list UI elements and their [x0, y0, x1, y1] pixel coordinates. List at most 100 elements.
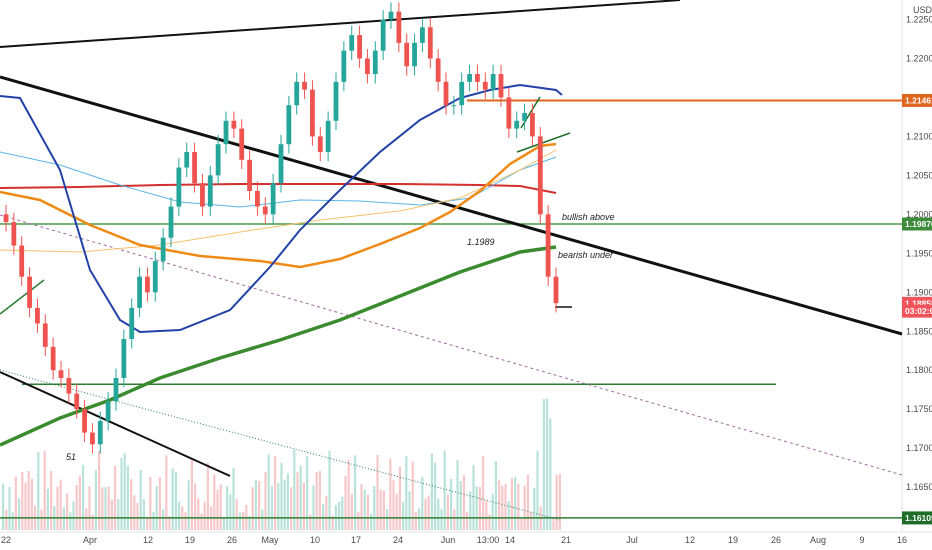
price-tag: [902, 217, 932, 231]
volume-bar: [450, 479, 453, 530]
candle-body: [255, 190, 260, 207]
volume-bar: [542, 399, 545, 530]
y-tick-label: 1.22000: [906, 53, 932, 63]
volume-bar: [18, 498, 21, 530]
volume-bar: [178, 501, 181, 530]
y-tick-label: 1.16500: [906, 482, 932, 492]
annotation-text: 51: [66, 452, 76, 462]
volume-bar: [290, 487, 293, 530]
annotation-text: 1.1989: [467, 237, 495, 247]
volume-bar: [104, 487, 107, 530]
volume-bar: [264, 471, 267, 530]
candle-body: [192, 151, 197, 184]
volume-bar: [501, 485, 504, 530]
x-tick-label: 26: [771, 535, 781, 545]
volume-bar: [520, 517, 523, 530]
volume-bar: [270, 485, 273, 530]
x-tick-label: 19: [185, 535, 195, 545]
y-tick-label: 1.19000: [906, 287, 932, 297]
volume-bar: [43, 451, 46, 530]
candle-body: [231, 120, 237, 129]
volume-bar: [507, 501, 510, 530]
volume-bar: [405, 455, 408, 530]
trendline-lower: [0, 371, 231, 477]
volume-bar: [402, 501, 405, 530]
candle-body: [514, 120, 520, 129]
volume-bar: [146, 517, 149, 530]
candle-body: [545, 214, 551, 277]
volume-bar: [354, 455, 357, 530]
volume-bar: [389, 458, 392, 530]
volume-bar: [75, 485, 78, 530]
volume-bar: [376, 454, 379, 530]
volume-bar: [229, 494, 232, 530]
volume-bar: [200, 513, 203, 530]
y-tick-label: 1.17500: [906, 404, 932, 414]
volume-bar: [411, 461, 414, 530]
candle-body: [412, 42, 417, 67]
volume-bar: [98, 451, 101, 530]
volume-bar: [517, 483, 520, 530]
candle-body: [160, 237, 166, 262]
candle-body: [145, 276, 150, 293]
volume-bar: [78, 475, 81, 530]
volume-bar: [395, 493, 398, 530]
volume-bar: [328, 450, 331, 530]
volume-bar: [341, 496, 344, 530]
candle-body: [176, 167, 182, 207]
candle-body: [310, 89, 315, 137]
volume-bar: [72, 501, 75, 530]
candle-body: [278, 144, 284, 184]
volume-bar: [40, 509, 43, 530]
volume-bar: [482, 455, 485, 530]
volume-bar: [14, 476, 17, 530]
volume-bar: [142, 499, 145, 530]
volume-bar: [184, 512, 187, 530]
volume-bar: [398, 466, 401, 530]
candle-body: [380, 19, 386, 51]
volume-bar: [306, 456, 309, 530]
candle-body: [121, 339, 127, 379]
volume-bar: [286, 473, 289, 530]
volume-bar: [213, 474, 216, 530]
volume-bar: [453, 509, 456, 530]
volume-bar: [430, 453, 433, 530]
candle-body: [262, 206, 268, 215]
volume-bar: [136, 502, 139, 530]
volume-bar: [27, 470, 30, 530]
volume-bar: [46, 488, 49, 530]
volume-bar: [197, 498, 200, 530]
candle-body: [404, 42, 410, 67]
candle-body: [451, 105, 457, 107]
candle-body: [286, 105, 292, 145]
volume-bar: [126, 465, 129, 530]
candle-body: [66, 378, 72, 394]
volume-bar: [386, 509, 389, 530]
volume-bar: [459, 481, 462, 530]
candle-body: [270, 183, 276, 215]
volume-bar: [37, 452, 40, 530]
candle-body: [365, 58, 370, 75]
y-tick-label: 1.21000: [906, 131, 932, 141]
volume-bar: [325, 495, 328, 530]
ma-lightblue: [0, 151, 557, 208]
y-tick-label: 1.18500: [906, 326, 932, 336]
candle-body: [482, 81, 488, 90]
volume-bar: [261, 509, 264, 530]
volume-bar: [130, 479, 133, 530]
volume-bar: [165, 455, 168, 530]
candle-body: [522, 113, 527, 121]
candle-body: [105, 401, 111, 421]
volume-bar: [366, 494, 369, 530]
volume-bar: [107, 486, 110, 530]
volume-bar: [258, 481, 261, 530]
volume-bar: [85, 508, 88, 530]
trendline-dashed: [0, 214, 903, 476]
volume-bar: [120, 457, 123, 530]
x-tick-label: 16: [897, 535, 907, 545]
volume-bar: [168, 516, 171, 530]
volume-bar: [302, 482, 305, 530]
candle-body: [239, 128, 245, 160]
x-tick-label: Apr: [83, 535, 97, 545]
